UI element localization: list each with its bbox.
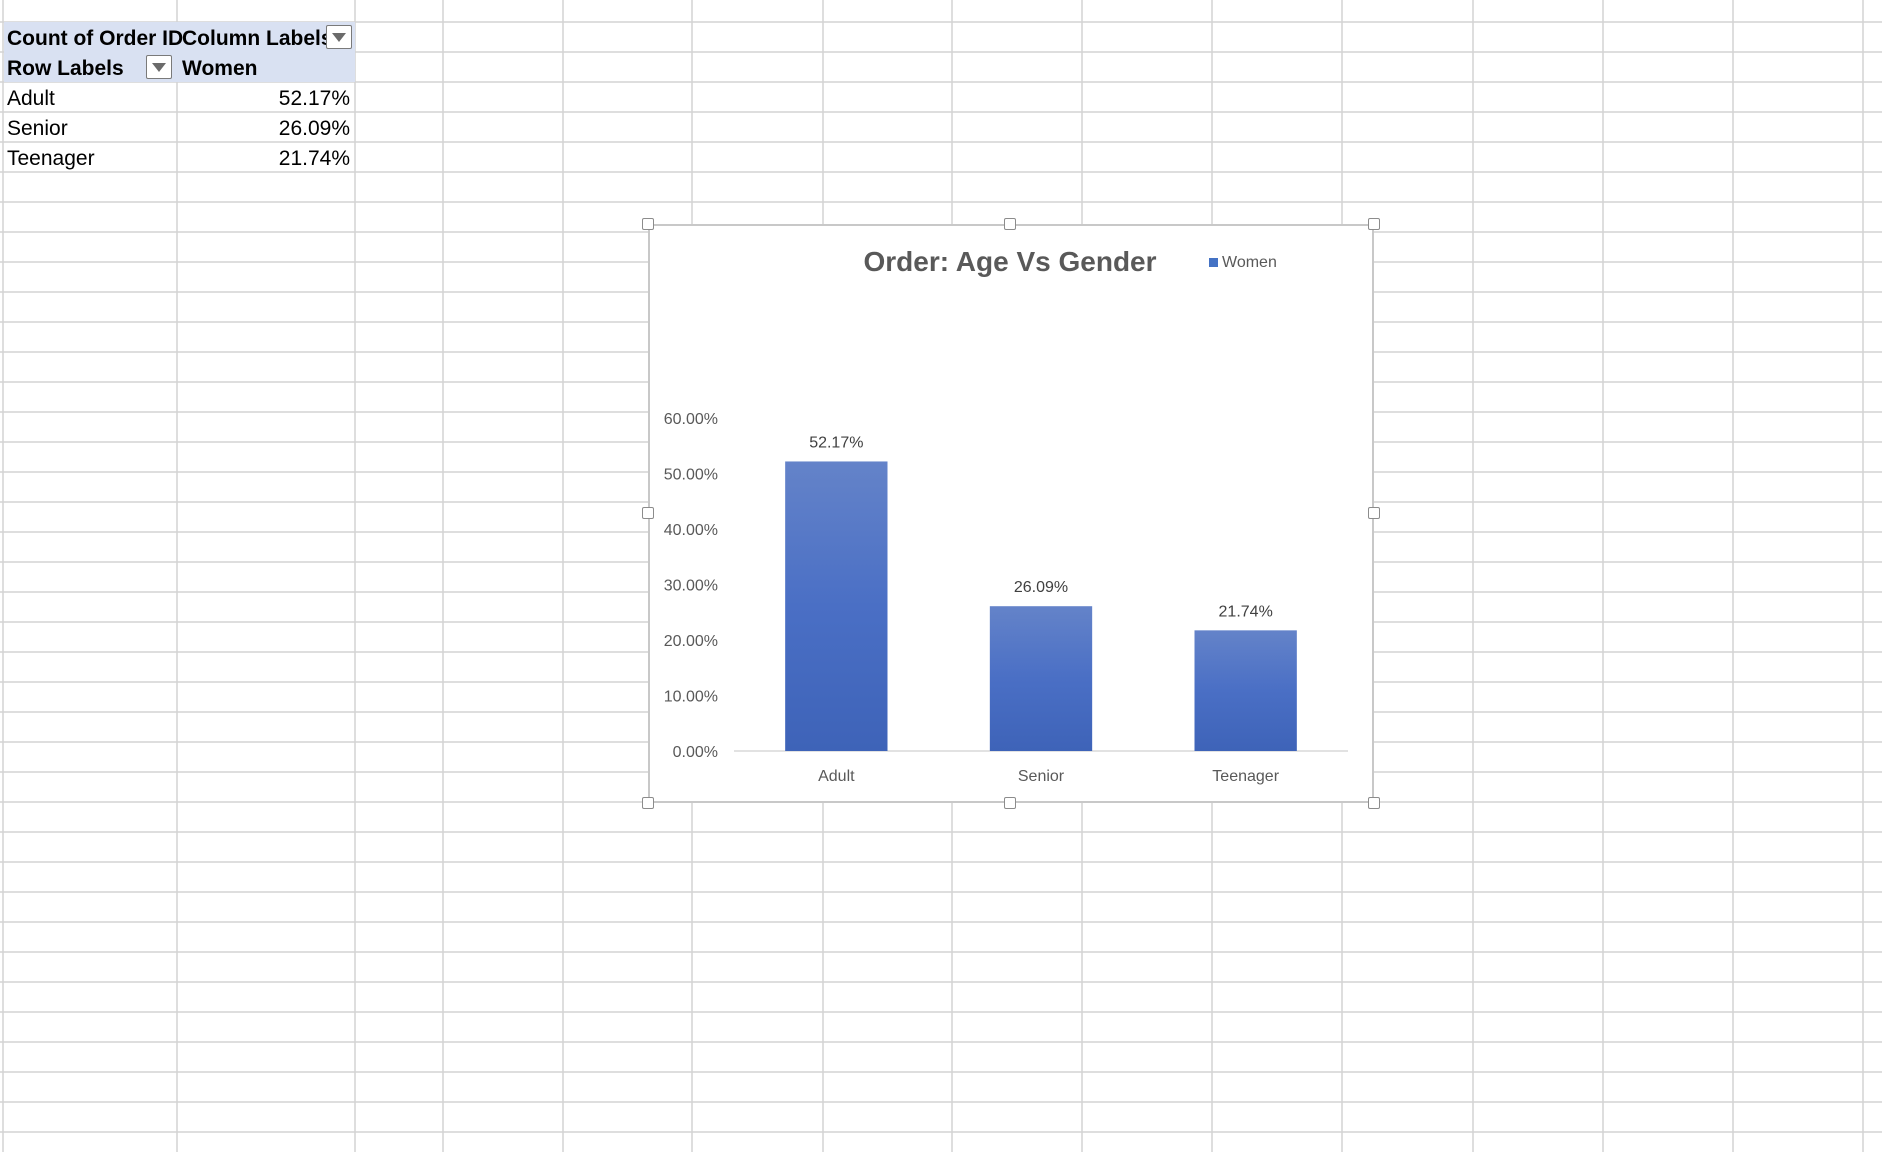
resize-handle-bottom-left[interactable] bbox=[642, 797, 654, 809]
y-tick-label: 20.00% bbox=[664, 633, 718, 650]
x-tick-label: Teenager bbox=[1212, 768, 1279, 785]
y-tick-label: 50.00% bbox=[664, 467, 718, 484]
pivot-row-label[interactable]: Senior bbox=[7, 117, 68, 140]
x-tick-label: Adult bbox=[818, 768, 855, 785]
pivot-row-label[interactable]: Adult bbox=[7, 87, 55, 110]
pivot-column-labels[interactable]: Column Labels bbox=[182, 27, 333, 50]
legend-swatch bbox=[1209, 258, 1218, 267]
resize-handle-bottom-center[interactable] bbox=[1004, 797, 1016, 809]
pivot-row-value[interactable]: 21.74% bbox=[278, 147, 350, 170]
data-label[interactable]: 26.09% bbox=[1014, 579, 1068, 596]
pivot-row-value[interactable]: 26.09% bbox=[278, 117, 350, 140]
bar-chart[interactable]: Order: Age Vs Gender Women 0.00% 10.00% 20… bbox=[648, 224, 1374, 803]
bar[interactable] bbox=[785, 461, 888, 751]
resize-handle-top-center[interactable] bbox=[1004, 218, 1016, 230]
y-tick-label: 30.00% bbox=[664, 578, 718, 595]
resize-handle-top-left[interactable] bbox=[642, 218, 654, 230]
pivot-corner-label[interactable]: Count of Order ID bbox=[7, 27, 184, 50]
resize-handle-bottom-right[interactable] bbox=[1368, 797, 1380, 809]
y-tick-label: 0.00% bbox=[673, 744, 718, 761]
y-tick-label: 10.00% bbox=[664, 689, 718, 706]
data-label[interactable]: 52.17% bbox=[809, 434, 863, 451]
resize-handle-middle-right[interactable] bbox=[1368, 507, 1380, 519]
pivot-row-label[interactable]: Teenager bbox=[7, 147, 95, 170]
row-labels-filter-icon[interactable] bbox=[146, 55, 172, 79]
chart-title[interactable]: Order: Age Vs Gender bbox=[863, 246, 1156, 277]
column-labels-filter-icon[interactable] bbox=[326, 25, 352, 49]
bar[interactable] bbox=[1194, 630, 1297, 751]
pivot-row-value[interactable]: 52.17% bbox=[278, 87, 350, 110]
resize-handle-top-right[interactable] bbox=[1368, 218, 1380, 230]
pivot-header-fill bbox=[4, 22, 355, 82]
bar[interactable] bbox=[989, 606, 1093, 751]
x-tick-label: Senior bbox=[1018, 768, 1065, 785]
pivot-row-labels[interactable]: Row Labels bbox=[7, 57, 124, 80]
y-tick-label: 60.00% bbox=[664, 411, 718, 428]
resize-handle-middle-left[interactable] bbox=[642, 507, 654, 519]
bar-series[interactable]: 52.17% Adult 26.09% Senior 21.74% Teenager bbox=[785, 434, 1297, 785]
y-tick-label: 40.00% bbox=[664, 522, 718, 539]
pivot-series-header[interactable]: Women bbox=[182, 57, 258, 80]
y-axis: 0.00% 10.00% 20.00% 30.00% 40.00% 50.00% 60.00… bbox=[664, 411, 718, 761]
data-label[interactable]: 21.74% bbox=[1219, 603, 1273, 620]
legend-label[interactable]: Women bbox=[1222, 254, 1277, 271]
